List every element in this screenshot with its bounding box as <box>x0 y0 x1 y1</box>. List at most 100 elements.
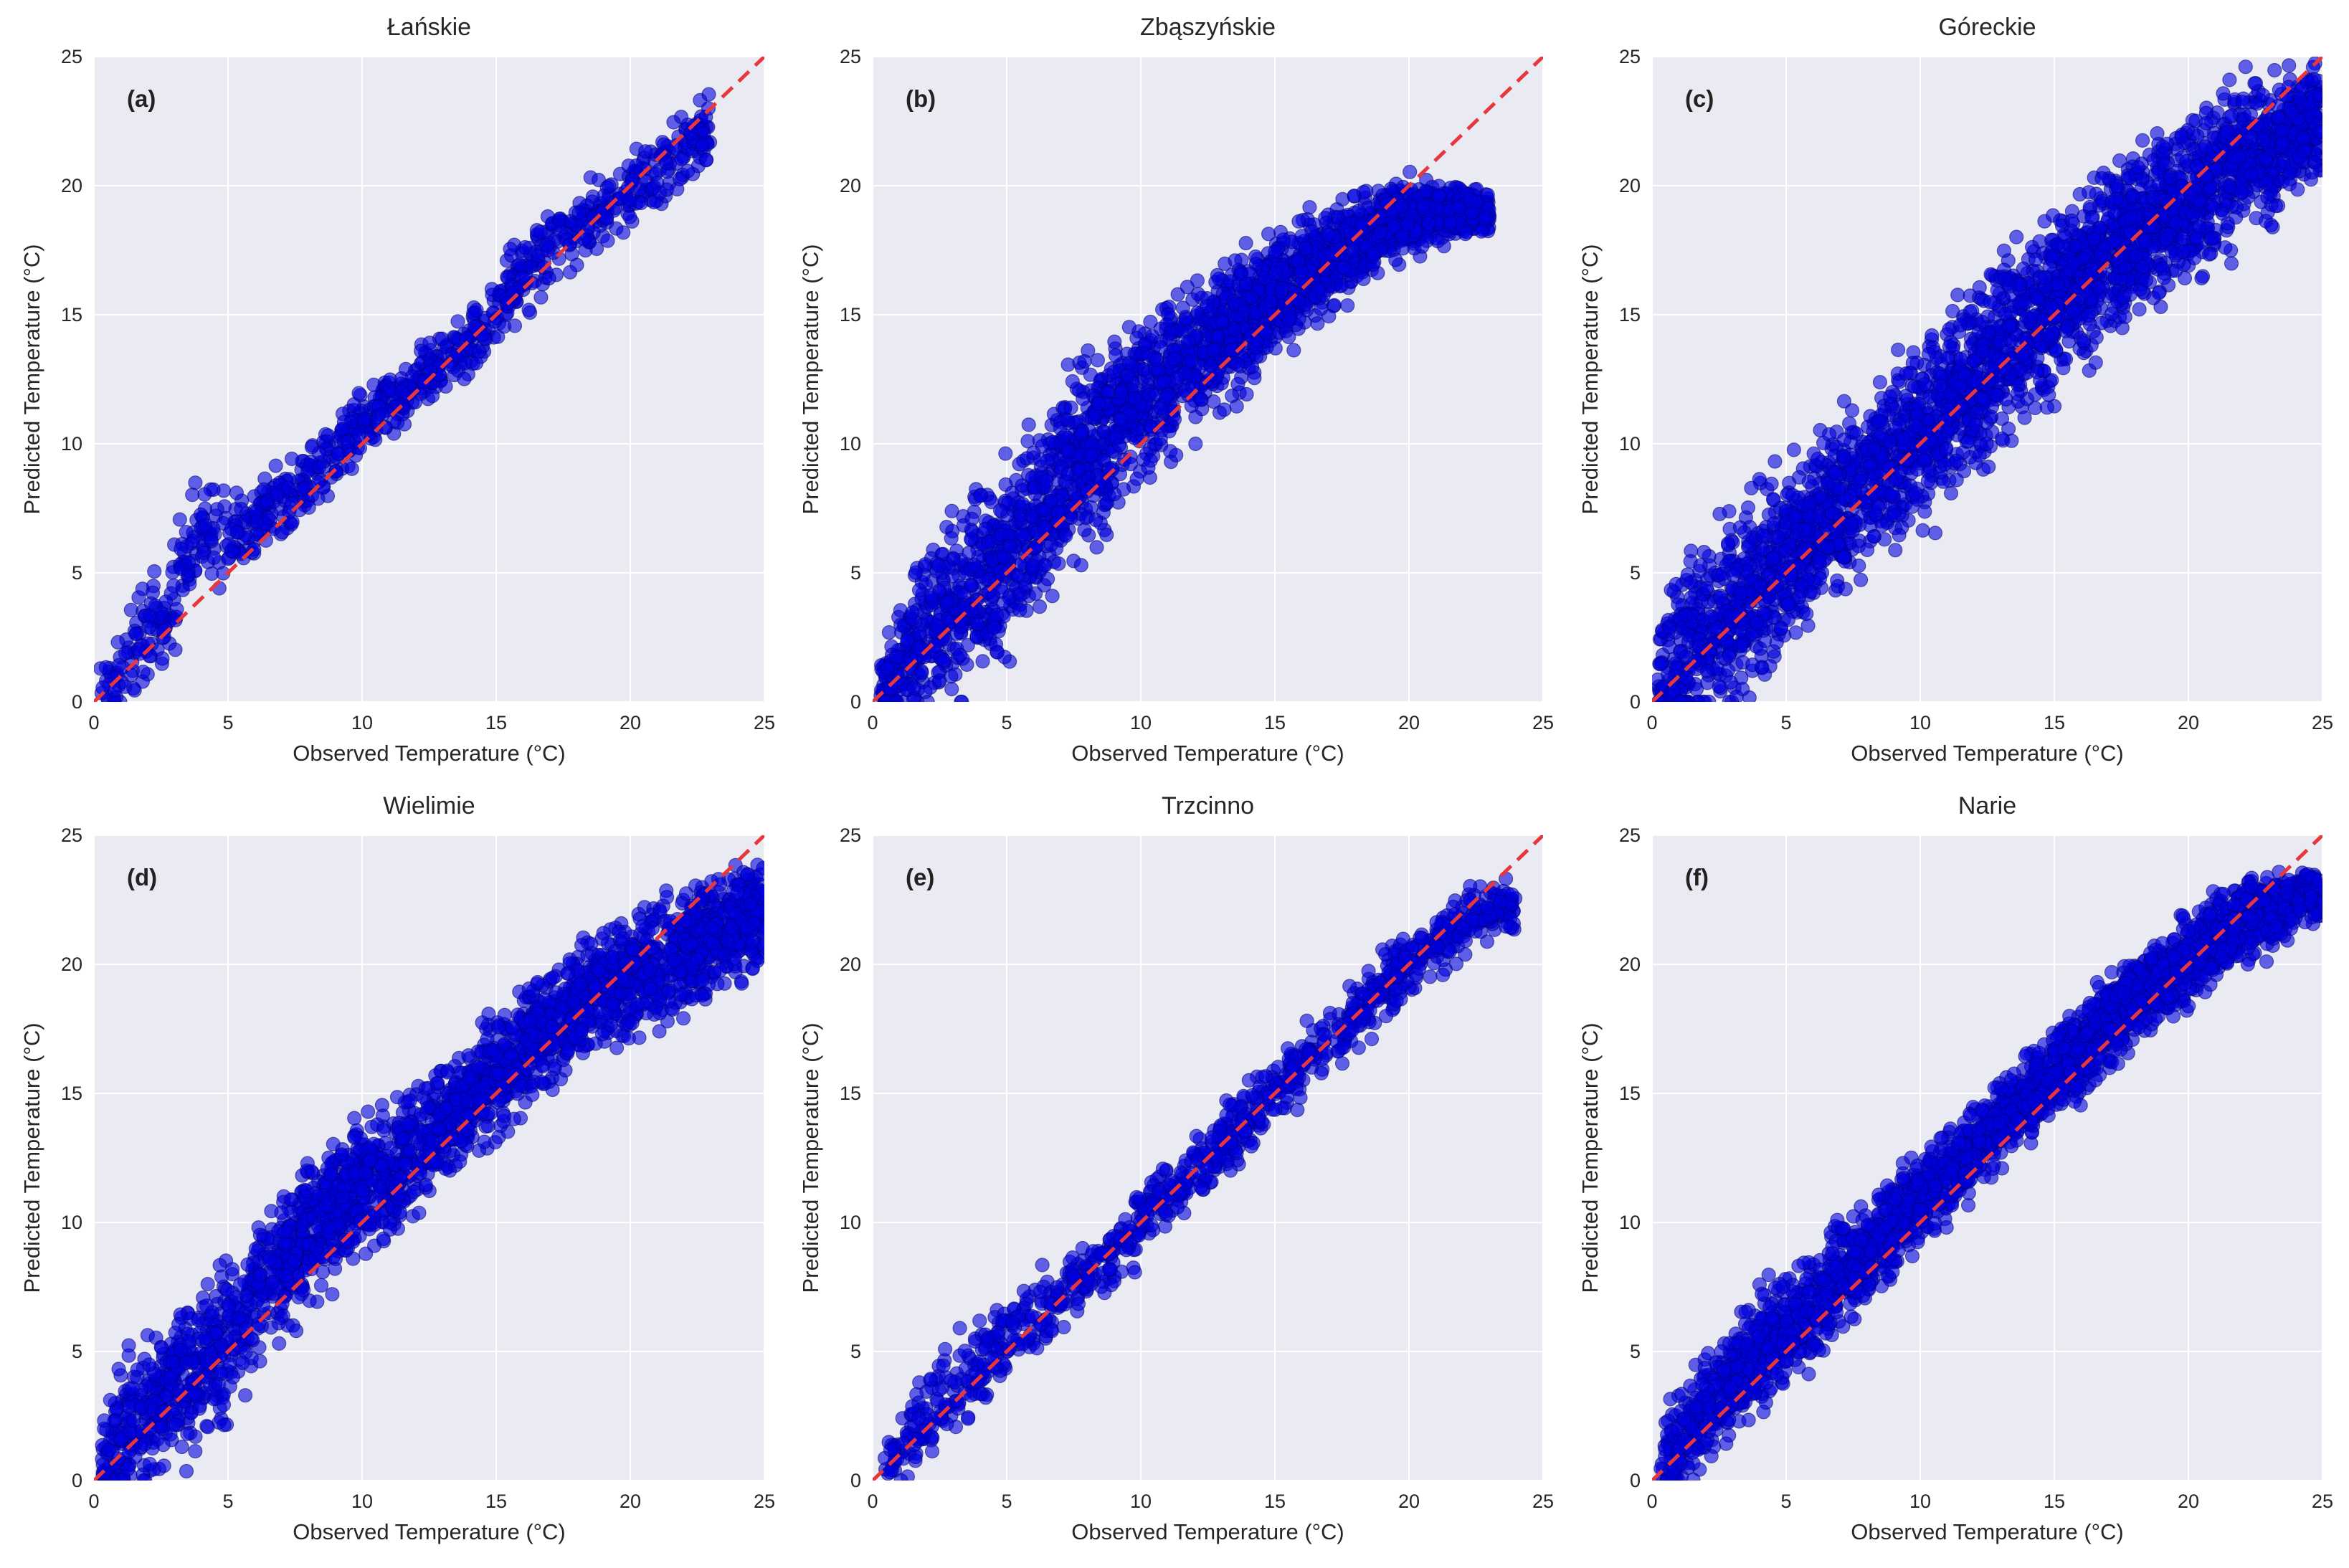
data-point <box>98 660 113 675</box>
data-point <box>1076 391 1091 407</box>
data-point <box>2238 60 2253 75</box>
data-point <box>1294 265 1309 280</box>
data-point <box>2224 256 2239 271</box>
data-point <box>2282 58 2297 73</box>
data-point <box>123 602 138 617</box>
data-point <box>883 681 898 696</box>
data-point <box>1415 239 1430 254</box>
data-point <box>680 163 696 179</box>
data-point <box>1057 428 1073 444</box>
data-point <box>1077 353 1092 369</box>
data-point <box>204 532 219 547</box>
data-point <box>1337 260 1352 275</box>
data-point <box>484 282 500 297</box>
data-point <box>321 428 336 443</box>
data-point <box>1014 527 1030 542</box>
y-tick-label: 25 <box>61 46 82 67</box>
data-point <box>984 495 999 510</box>
panel-title: Zbąszyńskie <box>1140 14 1276 41</box>
data-point <box>652 186 668 201</box>
x-tick-label: 10 <box>351 712 373 733</box>
data-point <box>621 158 636 174</box>
data-point <box>179 524 194 540</box>
data-point <box>1767 454 1783 469</box>
panel-label: (b) <box>906 85 936 112</box>
x-tick-label: 25 <box>754 712 775 733</box>
data-point <box>1244 290 1259 305</box>
data-point <box>995 584 1010 599</box>
data-point <box>1106 364 1121 379</box>
data-point <box>931 558 946 573</box>
data-point <box>616 225 631 240</box>
x-axis-label: Observed Temperature (°C) <box>1071 741 1344 766</box>
data-point <box>1111 437 1126 453</box>
data-point <box>1403 164 1418 179</box>
data-point <box>2039 400 2054 415</box>
data-point <box>638 144 653 159</box>
data-point <box>540 209 556 224</box>
data-point <box>893 617 908 632</box>
data-point <box>944 681 959 697</box>
data-point <box>1108 348 1124 363</box>
data-point <box>946 551 961 566</box>
data-point <box>1129 471 1144 487</box>
data-point <box>269 487 285 502</box>
data-point <box>992 503 1008 518</box>
data-point <box>118 646 133 661</box>
data-point <box>967 557 982 573</box>
data-point <box>963 577 978 593</box>
data-point <box>571 205 587 220</box>
data-point <box>521 303 536 318</box>
data-point <box>1420 216 1436 231</box>
data-point <box>193 507 209 522</box>
scatter-series <box>1652 57 2322 702</box>
data-point <box>280 480 295 495</box>
data-point <box>1474 224 1489 239</box>
data-point <box>1107 334 1122 349</box>
data-point <box>1184 353 1199 369</box>
data-point <box>1458 227 1473 242</box>
data-point <box>577 232 592 247</box>
data-point <box>996 550 1012 565</box>
data-point <box>224 543 239 559</box>
data-point <box>1121 356 1137 371</box>
data-point <box>989 607 1005 622</box>
data-point <box>311 460 327 475</box>
data-point <box>424 388 440 404</box>
y-tick-label: 15 <box>61 304 82 326</box>
data-point <box>944 669 959 684</box>
data-point <box>435 331 450 346</box>
data-point <box>1388 252 1403 267</box>
data-point <box>912 625 927 640</box>
data-point <box>304 439 319 455</box>
data-point <box>234 501 249 517</box>
data-point <box>1021 417 1036 432</box>
y-tick-label: 25 <box>840 46 861 67</box>
data-point <box>351 427 366 442</box>
data-point <box>1311 282 1326 297</box>
data-point <box>1149 353 1164 368</box>
x-axis-label: Observed Temperature (°C) <box>293 741 566 766</box>
data-point <box>351 386 366 401</box>
data-point <box>1051 556 1066 571</box>
data-point <box>1477 211 1492 226</box>
data-point <box>964 531 979 546</box>
data-point <box>1318 211 1333 226</box>
data-point <box>2267 62 2282 78</box>
data-point <box>1159 317 1174 332</box>
data-point <box>1225 388 1240 404</box>
data-point <box>156 623 171 639</box>
data-point <box>927 638 943 653</box>
data-point <box>197 487 212 502</box>
data-point <box>1945 303 1960 319</box>
data-point <box>155 651 170 666</box>
data-point <box>531 248 546 263</box>
data-point <box>2056 361 2071 376</box>
data-point <box>1274 280 1290 295</box>
x-tick-label: 0 <box>867 712 878 733</box>
data-point <box>1027 480 1042 495</box>
y-axis-label: Predicted Temperature (°C) <box>798 244 823 514</box>
data-point <box>1800 618 1816 633</box>
